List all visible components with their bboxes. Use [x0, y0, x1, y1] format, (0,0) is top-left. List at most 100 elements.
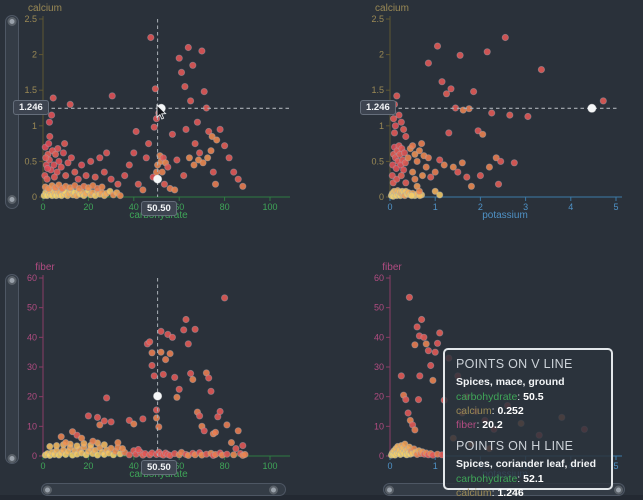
data-point[interactable] [118, 444, 127, 453]
data-point[interactable] [146, 338, 154, 346]
data-point[interactable] [440, 161, 448, 169]
data-point[interactable] [158, 168, 166, 176]
data-point[interactable] [125, 161, 133, 169]
data-point[interactable] [204, 154, 212, 162]
data-point[interactable] [424, 154, 432, 162]
data-point[interactable] [159, 370, 167, 378]
data-point[interactable] [492, 154, 500, 162]
data-point[interactable] [93, 413, 102, 421]
data-point[interactable] [43, 175, 51, 183]
data-point[interactable] [431, 348, 439, 356]
data-point[interactable] [494, 180, 503, 188]
data-point[interactable] [42, 154, 50, 162]
data-point[interactable] [87, 157, 95, 165]
data-point[interactable] [164, 163, 172, 171]
data-point[interactable] [78, 161, 86, 169]
data-point[interactable] [171, 186, 179, 194]
data-point[interactable] [73, 431, 81, 439]
data-point[interactable] [501, 33, 509, 42]
data-point[interactable] [200, 427, 208, 435]
fiber-slider-min-handle[interactable] [7, 454, 17, 463]
data-point[interactable] [62, 172, 70, 180]
data-point[interactable] [234, 175, 242, 183]
data-point[interactable] [148, 361, 156, 370]
data-point[interactable] [424, 347, 432, 355]
data-point[interactable] [391, 122, 399, 130]
data-point[interactable] [390, 129, 399, 137]
data-point[interactable] [150, 372, 158, 380]
data-point[interactable] [89, 182, 97, 190]
data-point[interactable] [438, 78, 446, 86]
data-point[interactable] [449, 163, 457, 171]
data-point[interactable] [96, 421, 104, 429]
data-point[interactable] [209, 168, 217, 176]
data-point[interactable] [416, 372, 424, 380]
data-point[interactable] [52, 441, 61, 450]
data-point[interactable] [54, 145, 62, 153]
data-point[interactable] [62, 438, 70, 447]
data-point[interactable] [411, 150, 419, 158]
highlighted-point[interactable] [587, 103, 597, 113]
data-point[interactable] [177, 68, 186, 77]
data-point[interactable] [168, 333, 176, 341]
data-point[interactable] [497, 157, 505, 165]
data-point[interactable] [107, 175, 115, 183]
data-point[interactable] [225, 154, 233, 162]
data-point[interactable] [205, 374, 213, 382]
data-point[interactable] [132, 127, 140, 136]
data-point[interactable] [121, 172, 129, 180]
data-point[interactable] [408, 192, 416, 200]
data-point[interactable] [152, 414, 161, 422]
data-point[interactable] [134, 445, 142, 454]
data-point[interactable] [599, 97, 607, 105]
data-point[interactable] [399, 125, 408, 133]
data-point[interactable] [467, 182, 475, 190]
data-point[interactable] [411, 341, 419, 349]
data-point[interactable] [389, 115, 398, 123]
data-point[interactable] [442, 90, 451, 98]
calcium-slider-max-handle[interactable] [7, 17, 17, 26]
data-point[interactable] [415, 147, 423, 155]
data-point[interactable] [182, 315, 190, 324]
data-point[interactable] [57, 163, 65, 171]
data-point[interactable] [152, 406, 161, 414]
data-point[interactable] [184, 340, 192, 348]
data-point[interactable] [84, 412, 93, 420]
carbohydrate-range-slider[interactable] [41, 483, 286, 496]
data-point[interactable] [78, 434, 86, 442]
data-point[interactable] [458, 159, 466, 167]
data-point[interactable] [82, 172, 90, 180]
data-point[interactable] [100, 168, 108, 176]
data-point[interactable] [173, 393, 181, 401]
data-point[interactable] [145, 140, 153, 148]
data-point[interactable] [191, 140, 199, 148]
data-point[interactable] [436, 329, 444, 337]
data-point[interactable] [408, 142, 417, 150]
data-point[interactable] [429, 376, 437, 384]
data-point[interactable] [431, 187, 439, 195]
data-point[interactable] [180, 172, 188, 180]
data-point[interactable] [476, 172, 484, 180]
data-point[interactable] [150, 123, 158, 131]
data-point[interactable] [185, 154, 193, 162]
data-point[interactable] [193, 118, 201, 126]
data-point[interactable] [162, 355, 170, 364]
data-point[interactable] [397, 372, 405, 380]
data-point[interactable] [182, 125, 190, 133]
data-point[interactable] [211, 428, 220, 436]
data-point[interactable] [157, 327, 165, 335]
data-point[interactable] [151, 85, 159, 93]
data-point[interactable] [402, 132, 410, 141]
data-point[interactable] [427, 173, 435, 181]
data-point[interactable] [139, 186, 147, 194]
data-point[interactable] [436, 191, 444, 199]
data-point[interactable] [130, 420, 138, 428]
data-point[interactable] [239, 182, 247, 190]
data-point[interactable] [232, 444, 240, 453]
data-point[interactable] [211, 180, 220, 188]
data-point[interactable] [73, 442, 81, 450]
data-point[interactable] [208, 132, 216, 141]
data-point[interactable] [433, 42, 442, 50]
data-point[interactable] [173, 156, 181, 164]
data-point[interactable] [415, 187, 423, 195]
